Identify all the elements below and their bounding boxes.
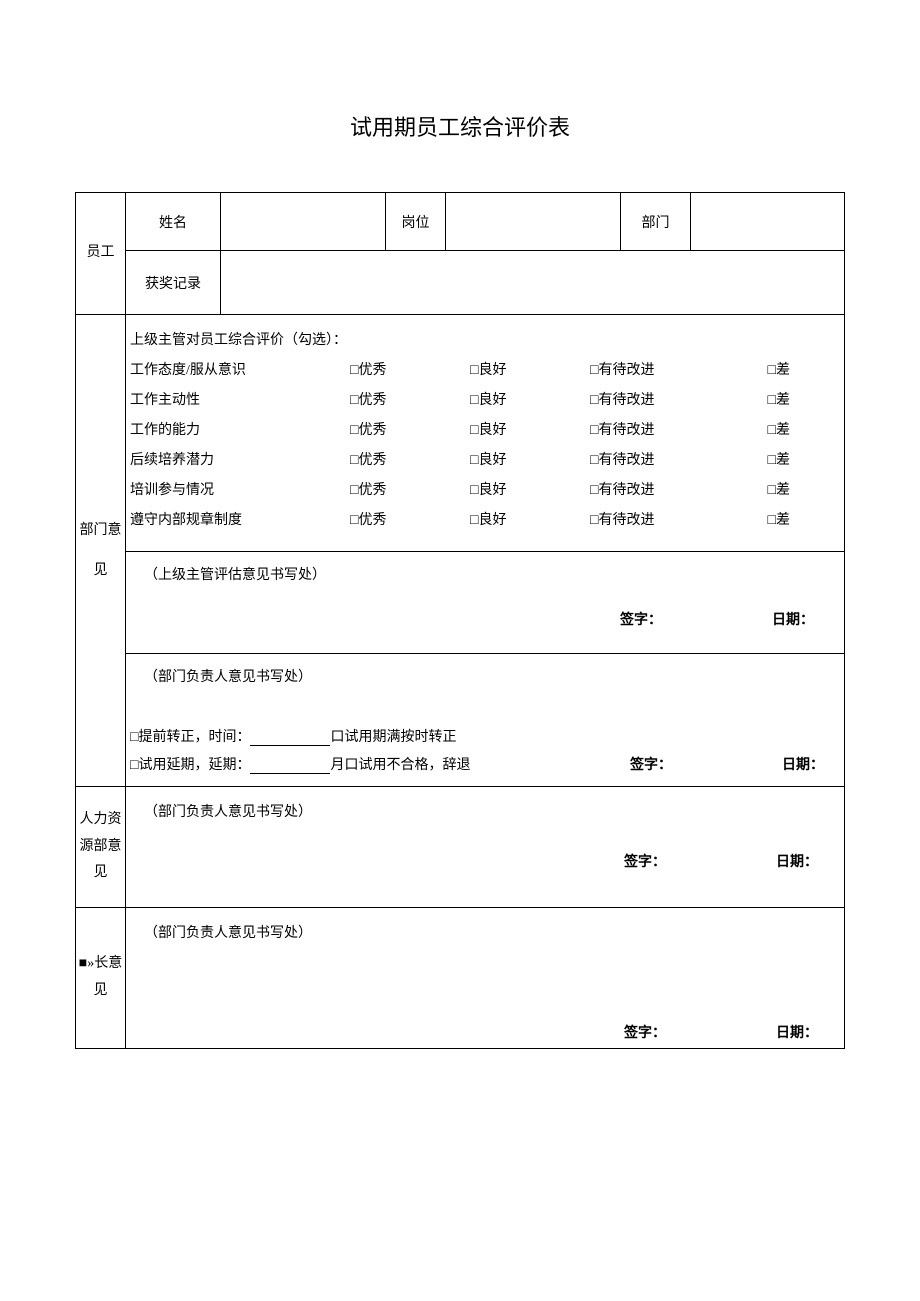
dept-label: 部门: [621, 193, 691, 251]
eval-row-ability: 工作的能力 □优秀 □良好 □有待改进 □差: [130, 419, 840, 439]
opt-improve[interactable]: □有待改进: [590, 389, 730, 409]
evaluation-section: 上级主管对员工综合评价（勾选）： 工作态度/服从意识 □优秀 □良好 □有待改进…: [126, 315, 844, 545]
opt-excellent[interactable]: □优秀: [350, 449, 470, 469]
dept-value[interactable]: [691, 193, 845, 251]
name-value[interactable]: [221, 193, 386, 251]
hr-side-label: 人力资源部意见: [76, 787, 126, 908]
opt-poor[interactable]: □差: [730, 389, 790, 409]
criteria-label: 工作的能力: [130, 419, 350, 439]
criteria-label: 工作态度/服从意识: [130, 359, 350, 379]
extend-checkbox[interactable]: □试用延期，延期：: [130, 758, 250, 773]
opt-improve[interactable]: □有待改进: [590, 359, 730, 379]
opt-poor[interactable]: □差: [730, 419, 790, 439]
criteria-label: 工作主动性: [130, 389, 350, 409]
award-value[interactable]: [221, 251, 845, 315]
form-title: 试用期员工综合评价表: [75, 110, 845, 142]
date-label: 日期：: [776, 851, 818, 871]
award-label: 获奖记录: [126, 251, 221, 315]
eval-row-rules: 遵守内部规章制度 □优秀 □良好 □有待改进 □差: [130, 509, 840, 529]
president-comment-label: （部门负责人意见书写处）: [144, 922, 840, 942]
opt-poor[interactable]: □差: [730, 479, 790, 499]
eval-header: 上级主管对员工综合评价（勾选）：: [130, 329, 840, 349]
opt-good[interactable]: □良好: [470, 389, 590, 409]
dismiss-checkbox[interactable]: 月口试用不合格，辞退: [330, 758, 470, 773]
early-confirm-checkbox[interactable]: □提前转正，时间：: [130, 730, 250, 745]
manager-comment-label: （部门负责人意见书写处）: [144, 666, 836, 686]
hr-comment-label: （部门负责人意见书写处）: [144, 801, 840, 821]
eval-row-potential: 后续培养潜力 □优秀 □良好 □有待改进 □差: [130, 449, 840, 469]
evaluation-table: 员工 姓名 岗位 部门 获奖记录 部门意见 上级主管对员工综合评价（勾选）： 工…: [75, 192, 845, 1049]
opt-good[interactable]: □良好: [470, 479, 590, 499]
opt-excellent[interactable]: □优秀: [350, 509, 470, 529]
position-value[interactable]: [446, 193, 621, 251]
sign-label: 签字：: [624, 851, 666, 871]
president-side-label: ■»长意见: [76, 908, 126, 1049]
opt-good[interactable]: □良好: [470, 419, 590, 439]
opt-poor[interactable]: □差: [730, 359, 790, 379]
name-label: 姓名: [126, 193, 221, 251]
opt-excellent[interactable]: □优秀: [350, 359, 470, 379]
opt-improve[interactable]: □有待改进: [590, 509, 730, 529]
dept-opinion-side-label: 部门意见: [76, 315, 126, 787]
date-label: 日期：: [776, 1022, 818, 1042]
criteria-label: 培训参与情况: [130, 479, 350, 499]
extend-months-blank[interactable]: [250, 760, 330, 774]
eval-row-attitude: 工作态度/服从意识 □优秀 □良好 □有待改进 □差: [130, 359, 840, 379]
opt-improve[interactable]: □有待改进: [590, 479, 730, 499]
sign-label: 签字：: [630, 758, 672, 773]
opt-good[interactable]: □良好: [470, 359, 590, 379]
opt-good[interactable]: □良好: [470, 509, 590, 529]
decision-line-2: □试用延期，延期： 月口试用不合格，辞退 签字： 日期：: [130, 754, 836, 774]
employee-side-label: 员工: [76, 193, 126, 315]
decision-line-1: □提前转正，时间： 口试用期满按时转正: [130, 726, 836, 746]
criteria-label: 后续培养潜力: [130, 449, 350, 469]
date-label: 日期：: [772, 609, 814, 629]
early-confirm-date-blank[interactable]: [250, 732, 330, 746]
eval-row-initiative: 工作主动性 □优秀 □良好 □有待改进 □差: [130, 389, 840, 409]
opt-excellent[interactable]: □优秀: [350, 479, 470, 499]
supervisor-comment-label: （上级主管评估意见书写处）: [144, 564, 836, 584]
eval-row-training: 培训参与情况 □优秀 □良好 □有待改进 □差: [130, 479, 840, 499]
opt-excellent[interactable]: □优秀: [350, 419, 470, 439]
sign-label: 签字：: [624, 1022, 666, 1042]
criteria-label: 遵守内部规章制度: [130, 509, 350, 529]
opt-excellent[interactable]: □优秀: [350, 389, 470, 409]
position-label: 岗位: [386, 193, 446, 251]
sign-label: 签字：: [620, 609, 662, 629]
opt-improve[interactable]: □有待改进: [590, 419, 730, 439]
opt-poor[interactable]: □差: [730, 509, 790, 529]
opt-good[interactable]: □良好: [470, 449, 590, 469]
opt-improve[interactable]: □有待改进: [590, 449, 730, 469]
ontime-confirm-checkbox[interactable]: 口试用期满按时转正: [330, 730, 456, 745]
date-label: 日期：: [782, 758, 824, 773]
opt-poor[interactable]: □差: [730, 449, 790, 469]
